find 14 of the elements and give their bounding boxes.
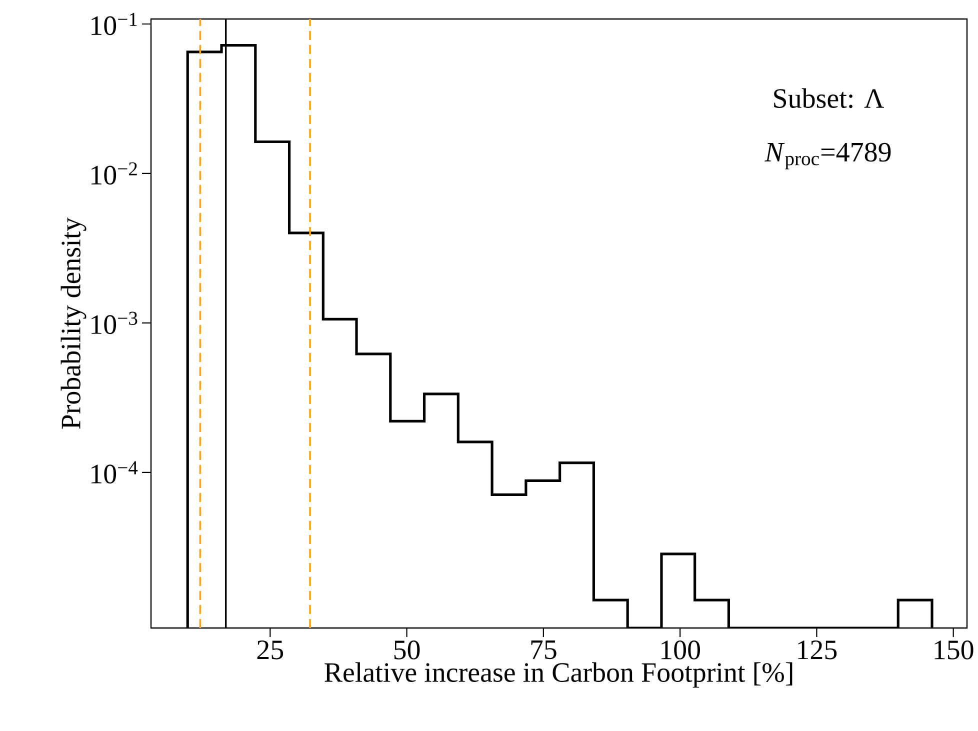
x-tick-label: 75 [531, 640, 556, 660]
y-tick-label: 10$^{−2}$ [92, 162, 137, 185]
y-tick-label: 10$^{−3}$ [92, 312, 138, 334]
annotation: Subset: Λ [774, 88, 884, 108]
x-tick-label: 125 [798, 640, 837, 660]
x-tick-label: 50 [394, 640, 420, 660]
y-axis-title: Probability density [60, 217, 86, 429]
x-tick-label: 100 [662, 640, 700, 660]
x-axis-title: Relative increase in Carbon Footprint [%] [324, 662, 792, 688]
annotation: N$_{proc}$=4789 [764, 142, 891, 170]
y-tick-label: 10$^{−4}$ [92, 461, 138, 484]
x-tick-label: 25 [257, 640, 284, 660]
x-tick-label: 150 [934, 640, 974, 660]
y-tick-label: 10$^{−1}$ [92, 12, 137, 36]
